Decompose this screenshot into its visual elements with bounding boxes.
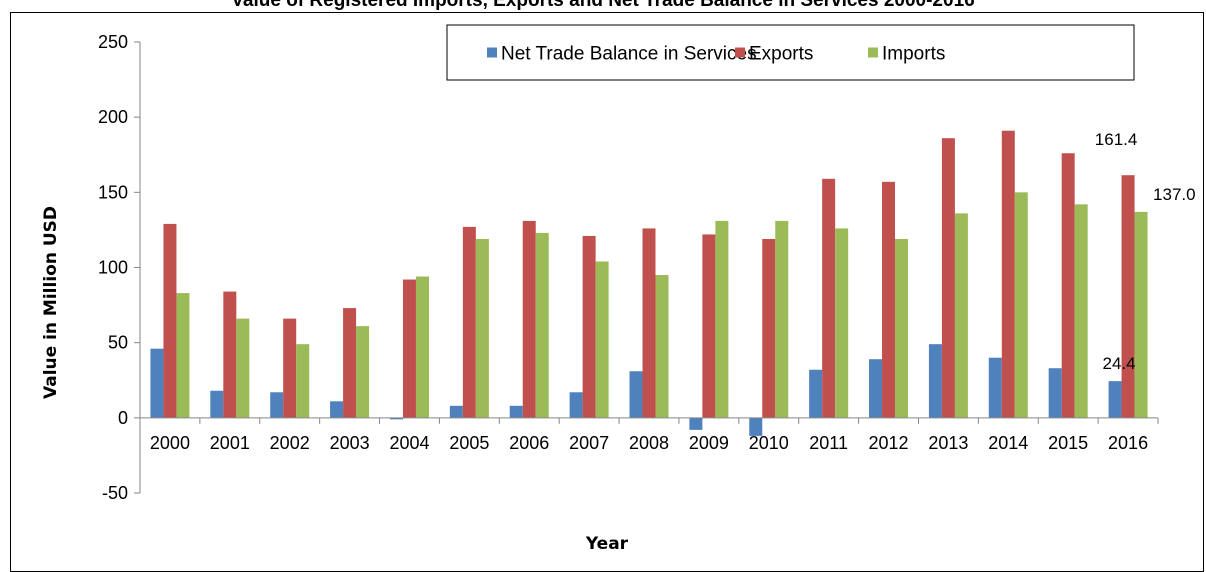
bar-net-trade-balance-in-services-2015 <box>1048 368 1062 418</box>
x-tick-label-2006: 2006 <box>509 433 549 453</box>
bar-net-trade-balance-in-services-2005 <box>449 405 463 418</box>
bar-imports-2000 <box>176 293 190 418</box>
bar-net-trade-balance-in-services-2016 <box>1108 381 1122 418</box>
bar-imports-2011 <box>835 228 849 418</box>
bar-exports-2007 <box>582 235 596 418</box>
bar-exports-2000 <box>163 223 177 418</box>
bar-imports-2015 <box>1074 204 1088 418</box>
bar-imports-2001 <box>236 318 250 418</box>
y-tick-label--50: -50 <box>102 483 128 503</box>
bar-imports-2004 <box>415 276 429 418</box>
bar-net-trade-balance-in-services-2011 <box>809 369 823 418</box>
x-tick-label-2010: 2010 <box>749 433 789 453</box>
axes-layer: -50 0 50 100 150 200 250 2000 2001 2002 2003 2004 20… <box>41 32 1159 554</box>
bar-imports-2016 <box>1134 211 1148 418</box>
bar-imports-2013 <box>954 213 968 418</box>
bar-imports-2005 <box>475 238 489 418</box>
bar-exports-2009 <box>702 234 716 418</box>
bar-exports-2015 <box>1061 153 1075 418</box>
bar-exports-2012 <box>882 181 896 418</box>
y-tick-label-200: 200 <box>98 107 128 127</box>
bar-imports-2010 <box>775 220 789 418</box>
y-tick-label-0: 0 <box>118 408 128 428</box>
bar-net-trade-balance-in-services-2002 <box>270 392 284 418</box>
x-tick-label-2002: 2002 <box>270 433 310 453</box>
x-tick-label-2004: 2004 <box>389 433 429 453</box>
legend-swatch-imports <box>868 47 878 58</box>
bar-exports-2002 <box>283 318 297 418</box>
y-tick-label-100: 100 <box>98 258 128 278</box>
bar-net-trade-balance-in-services-2004 <box>389 417 403 420</box>
bar-net-trade-balance-in-services-2003 <box>330 401 344 418</box>
bar-exports-2014 <box>1001 130 1015 418</box>
bar-net-trade-balance-in-services-2013 <box>928 344 942 418</box>
x-tick-label-2013: 2013 <box>928 433 968 453</box>
bars-layer <box>150 130 1148 436</box>
data-label-imports-2016: 137.0 <box>1153 185 1196 204</box>
y-axis-title: Value in Million USD <box>41 206 61 399</box>
legend-label-net-trade-balance-in-services: Net Trade Balance in Services <box>501 44 757 65</box>
bar-exports-2006 <box>522 220 536 418</box>
data-label-net-trade-balance-in-services-2016: 24.4 <box>1103 354 1136 373</box>
bar-net-trade-balance-in-services-2010 <box>749 417 763 436</box>
bar-exports-2016 <box>1121 175 1135 418</box>
bar-exports-2013 <box>941 138 955 418</box>
bar-exports-2004 <box>402 279 416 418</box>
bar-exports-2003 <box>343 308 357 418</box>
bar-net-trade-balance-in-services-2012 <box>869 359 883 418</box>
x-tick-label-2012: 2012 <box>869 433 909 453</box>
legend-box <box>446 24 1135 81</box>
bar-exports-2008 <box>642 228 656 418</box>
bar-exports-2005 <box>462 226 476 418</box>
x-tick-label-2000: 2000 <box>150 433 190 453</box>
bar-imports-2007 <box>595 261 609 418</box>
bar-net-trade-balance-in-services-2014 <box>988 357 1002 418</box>
bar-net-trade-balance-in-services-2000 <box>150 348 164 418</box>
x-tick-label-2014: 2014 <box>988 433 1028 453</box>
bar-imports-2008 <box>655 275 669 418</box>
labels-layer: 161.4 137.0 24.4 <box>1095 130 1196 373</box>
x-tick-label-2001: 2001 <box>210 433 250 453</box>
x-tick-label-2016: 2016 <box>1108 433 1148 453</box>
x-tick-label-2005: 2005 <box>449 433 489 453</box>
x-tick-label-2007: 2007 <box>569 433 609 453</box>
bar-exports-2011 <box>822 178 836 418</box>
bar-net-trade-balance-in-services-2007 <box>569 392 583 418</box>
bar-imports-2012 <box>895 238 909 418</box>
bar-imports-2002 <box>296 344 310 418</box>
x-axis-title: Year <box>585 534 629 554</box>
bar-net-trade-balance-in-services-2001 <box>210 390 224 418</box>
bar-net-trade-balance-in-services-2008 <box>629 371 643 418</box>
bar-net-trade-balance-in-services-2009 <box>689 417 703 430</box>
chart-title: Value of Registered Imports, Exports and… <box>231 0 975 11</box>
x-tick-label-2008: 2008 <box>629 433 669 453</box>
bar-imports-2006 <box>535 232 549 418</box>
y-tick-label-150: 150 <box>98 182 128 202</box>
y-tick-label-50: 50 <box>108 333 128 353</box>
x-tick-label-2015: 2015 <box>1048 433 1088 453</box>
legend-swatch-net-trade-balance-in-services <box>487 47 497 58</box>
bar-exports-2001 <box>223 291 237 418</box>
bar-exports-2010 <box>762 238 776 418</box>
x-tick-label-2003: 2003 <box>330 433 370 453</box>
legend-swatch-exports <box>735 47 745 58</box>
y-tick-label-250: 250 <box>98 32 128 52</box>
bar-imports-2009 <box>715 220 729 418</box>
bar-imports-2014 <box>1014 192 1028 418</box>
x-tick-label-2009: 2009 <box>689 433 729 453</box>
legend-label-exports: Exports <box>749 44 813 65</box>
bar-net-trade-balance-in-services-2006 <box>509 405 523 418</box>
data-label-exports-2016: 161.4 <box>1095 130 1138 149</box>
bar-imports-2003 <box>356 326 370 418</box>
x-tick-label-2011: 2011 <box>809 433 848 453</box>
legend-label-imports: Imports <box>882 44 945 65</box>
